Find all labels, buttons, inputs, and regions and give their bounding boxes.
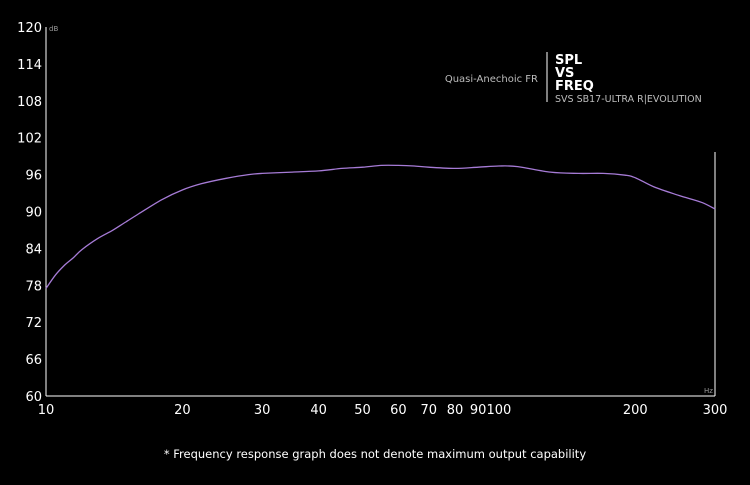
- y-tick-label: 90: [25, 206, 42, 221]
- x-tick-label: 40: [310, 403, 327, 418]
- x-tick-label: 200: [623, 403, 648, 418]
- x-tick-label: 80: [447, 403, 464, 418]
- y-tick-label: 114: [17, 58, 42, 73]
- x-tick-label: 90: [470, 403, 487, 418]
- x-axis-ticks: 10 20 30 40 50 60 70 80 90 100 200 300: [38, 403, 728, 418]
- chart-axes: [45, 27, 716, 397]
- chart-legend: Quasi-Anechoic FR SPL VS FREQ SVS SB17-U…: [445, 52, 702, 105]
- series-line: [45, 164, 716, 289]
- x-tick-label: 20: [174, 403, 191, 418]
- y-tick-label: 72: [25, 316, 42, 331]
- y-axis-unit: dB: [49, 25, 58, 33]
- x-tick-label: 10: [38, 403, 55, 418]
- y-tick-label: 120: [17, 21, 42, 36]
- chart-subtitle: SVS SB17-ULTRA R|EVOLUTION: [555, 94, 702, 105]
- x-tick-label: 50: [354, 403, 371, 418]
- x-tick-label: 70: [420, 403, 437, 418]
- chart-title-line-1: SPL: [555, 53, 582, 68]
- footnote: * Frequency response graph does not deno…: [163, 447, 587, 461]
- legend-series-label: Quasi-Anechoic FR: [445, 74, 538, 85]
- y-axis-ticks: 60 66 72 78 84 90 96 102 108 114 120: [17, 21, 42, 405]
- x-tick-label: 30: [254, 403, 271, 418]
- x-axis-unit: Hz: [704, 387, 713, 395]
- x-tick-label: 300: [703, 403, 728, 418]
- y-tick-label: 60: [25, 390, 42, 405]
- x-tick-label: 60: [390, 403, 407, 418]
- y-tick-label: 78: [25, 279, 42, 294]
- y-tick-label: 84: [25, 242, 42, 257]
- x-tick-label: 100: [486, 403, 511, 418]
- y-tick-label: 96: [25, 169, 42, 184]
- chart-title-line-3: FREQ: [555, 79, 594, 94]
- y-tick-label: 66: [25, 353, 42, 368]
- y-tick-label: 108: [17, 95, 42, 110]
- series-lines: [45, 164, 716, 289]
- y-tick-label: 102: [17, 132, 42, 147]
- chart-title-line-2: VS: [555, 66, 574, 81]
